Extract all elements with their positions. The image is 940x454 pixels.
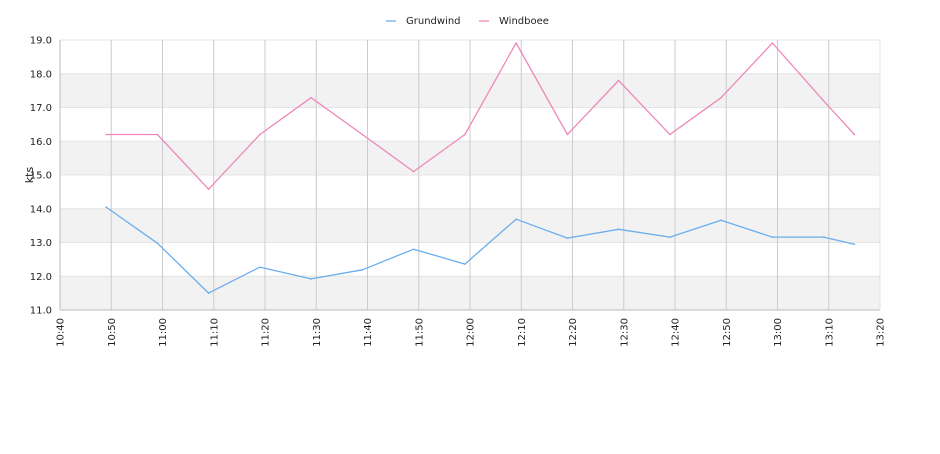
x-tick-label: 11:50 xyxy=(414,318,425,347)
data-point xyxy=(310,96,312,99)
data-point xyxy=(669,133,671,136)
legend-label: Grundwind xyxy=(406,16,461,27)
x-tick-label: 11:40 xyxy=(363,318,374,347)
data-point xyxy=(105,133,107,136)
y-tick-label: 16.0 xyxy=(30,137,52,148)
x-tick-label: 13:20 xyxy=(876,318,887,347)
axes xyxy=(59,40,881,311)
y-tick-label: 14.0 xyxy=(30,204,52,215)
data-point xyxy=(361,269,364,271)
x-tick-label: 11:20 xyxy=(261,318,272,347)
data-point xyxy=(720,219,722,222)
y-tick-label: 19.0 xyxy=(30,36,52,47)
data-point xyxy=(259,266,261,268)
data-point xyxy=(566,237,569,239)
x-tick-label: 10:40 xyxy=(56,318,67,347)
data-point xyxy=(771,42,774,44)
data-point xyxy=(720,96,722,99)
series-layer xyxy=(105,42,856,294)
data-point xyxy=(822,236,825,238)
x-tick-label: 12:40 xyxy=(671,318,682,347)
data-point xyxy=(156,242,159,244)
y-tick-label: 17.0 xyxy=(30,103,52,114)
x-tick-label: 13:10 xyxy=(824,318,835,347)
series-line-grundwind xyxy=(105,206,856,294)
data-point xyxy=(566,133,569,136)
x-tick-label: 12:10 xyxy=(517,318,528,347)
y-tick-label: 12.0 xyxy=(30,272,52,283)
data-point xyxy=(259,133,261,136)
data-point xyxy=(464,263,466,265)
y-tick-label: 15.0 xyxy=(30,171,52,182)
tick-labels: 11.0 12.0 13.0 14.0 15.0 16.0 17.0 18.0 19.0 10:4… xyxy=(30,36,887,347)
x-tick-label: 12:00 xyxy=(466,318,477,347)
data-point xyxy=(822,99,825,102)
data-point xyxy=(617,79,620,82)
y-axis-title: kts xyxy=(23,167,36,184)
x-tick-label: 13:00 xyxy=(773,318,784,347)
data-point xyxy=(771,236,774,238)
x-tick-label: 12:50 xyxy=(722,318,733,347)
data-point xyxy=(412,170,415,173)
x-tick-label: 12:20 xyxy=(568,318,579,347)
data-point xyxy=(412,248,415,251)
data-point xyxy=(617,228,620,231)
x-tick-label: 10:50 xyxy=(107,318,118,347)
x-tick-label: 11:00 xyxy=(158,318,169,347)
data-point xyxy=(853,133,856,136)
x-tick-label: 11:10 xyxy=(209,318,220,347)
x-tick-label: 11:30 xyxy=(312,318,323,347)
x-tick-label: 12:30 xyxy=(619,318,630,347)
y-tick-label: 13.0 xyxy=(30,238,52,249)
y-tick-label: 18.0 xyxy=(30,69,52,80)
legend: Grundwind Windboee xyxy=(386,16,549,27)
data-point xyxy=(853,243,856,245)
data-point xyxy=(464,133,466,136)
data-point xyxy=(207,188,210,190)
data-point xyxy=(515,218,517,221)
series-line-windboee xyxy=(105,42,856,190)
data-point xyxy=(156,133,159,136)
data-point xyxy=(361,133,364,136)
legend-label: Windboee xyxy=(499,16,549,27)
y-tick-label: 11.0 xyxy=(30,306,52,317)
data-point xyxy=(207,292,210,294)
data-point xyxy=(310,278,312,280)
data-point xyxy=(105,206,107,208)
data-point xyxy=(515,42,517,44)
data-point xyxy=(669,236,671,238)
